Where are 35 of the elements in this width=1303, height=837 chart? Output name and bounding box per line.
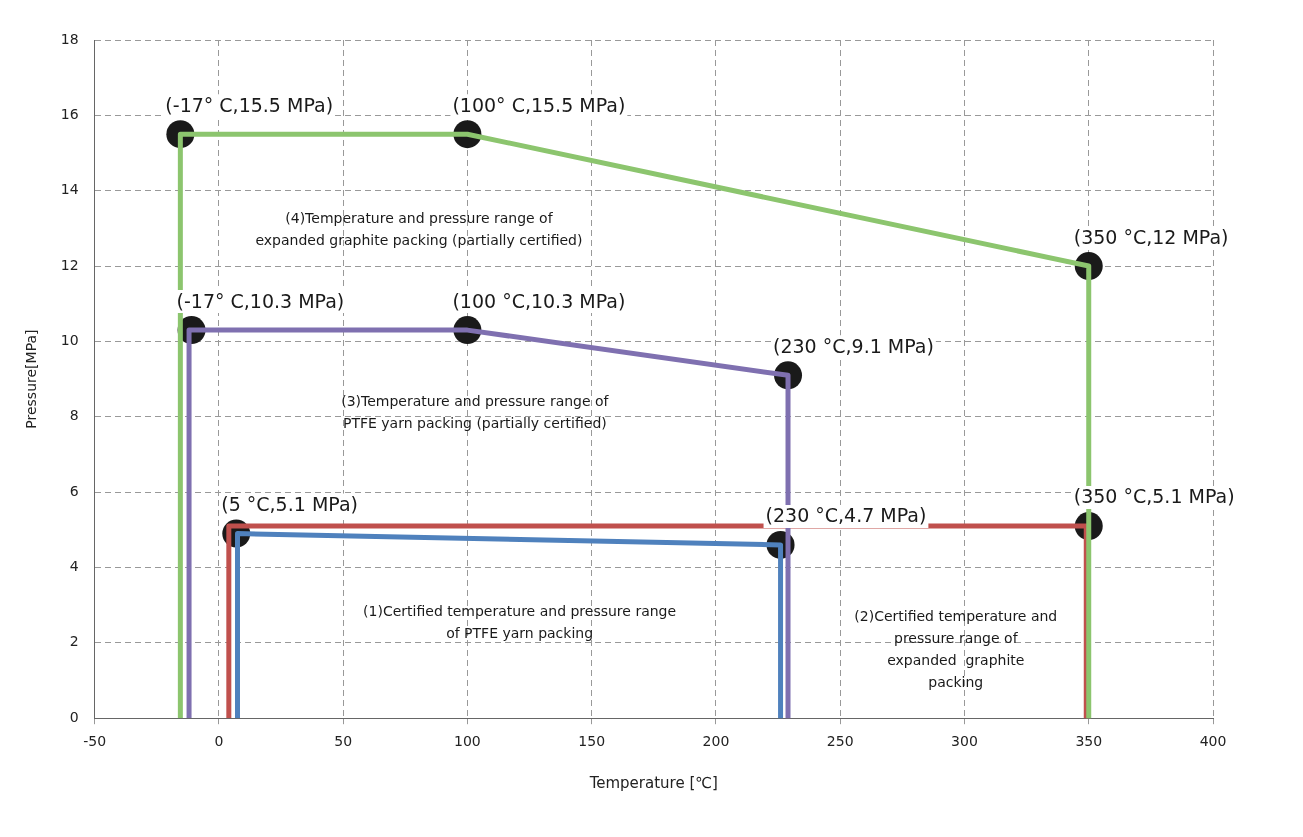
x-tick-label: 300	[951, 733, 978, 750]
y-tick-label: 18	[60, 30, 79, 47]
x-axis-title: Temperature [℃]	[588, 773, 718, 792]
y-tick-label: 0	[69, 708, 79, 725]
x-tick-label: 400	[1199, 733, 1227, 750]
y-tick-label: 14	[60, 181, 79, 198]
x-tick-label: -50	[83, 733, 107, 750]
x-tick-label: 100	[454, 733, 481, 750]
x-tick-label: 50	[334, 733, 353, 750]
x-tick-label: 0	[214, 733, 224, 750]
annotation: (100 °C,10.3 MPa)	[452, 289, 626, 312]
annotation: (2)Certified temperature and pressure range of expanded graphite packing	[854, 608, 1058, 691]
y-tick-label: 2	[69, 633, 79, 650]
y-tick-label: 10	[60, 332, 79, 349]
y-tick-label: 16	[60, 106, 79, 122]
y-tick-label: 4	[69, 558, 79, 575]
annotation: (4)Temperature and pressure range of expanded graphite packing (partially certified)	[255, 209, 583, 248]
y-axis-title: Pressure[MPa]	[23, 329, 40, 429]
annotation: (-17° C,10.3 MPa)	[176, 289, 345, 312]
annotation: (-17° C,15.5 MPa)	[165, 93, 334, 116]
annotation: (5 °C,5.1 MPa)	[221, 493, 358, 516]
annotation: (100° C,15.5 MPa)	[452, 93, 626, 116]
y-tick-label: 12	[60, 256, 79, 273]
annotation: (1)Certified temperature and pressure range of PTFE yarn packing	[363, 602, 677, 641]
x-tick-label: 150	[578, 733, 606, 750]
annotation: (350 °C,12 MPa)	[1073, 225, 1229, 248]
y-tick-label: 8	[69, 407, 79, 424]
annotation: (230 °C,4.7 MPa)	[765, 504, 927, 527]
annotation: (3)Temperature and pressure range of PTFE yarn packing (partially certified)	[341, 392, 610, 431]
annotation: (230 °C,9.1 MPa)	[773, 334, 934, 357]
x-tick-label: 350	[1075, 733, 1103, 750]
annotation: (350 °C,5.1 MPa)	[1073, 485, 1235, 508]
x-tick-label: 200	[702, 733, 730, 750]
y-tick-label: 6	[69, 482, 79, 499]
x-tick-label: 250	[826, 733, 854, 750]
